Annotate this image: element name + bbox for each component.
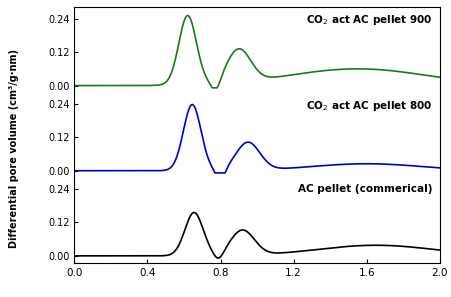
Text: CO$_2$ act AC pellet 900: CO$_2$ act AC pellet 900 <box>306 13 433 27</box>
Text: Differential pore volume (cm³/g·nm): Differential pore volume (cm³/g·nm) <box>9 49 18 248</box>
Text: AC pellet (commerical): AC pellet (commerical) <box>298 184 433 194</box>
Text: CO$_2$ act AC pellet 800: CO$_2$ act AC pellet 800 <box>306 99 433 113</box>
